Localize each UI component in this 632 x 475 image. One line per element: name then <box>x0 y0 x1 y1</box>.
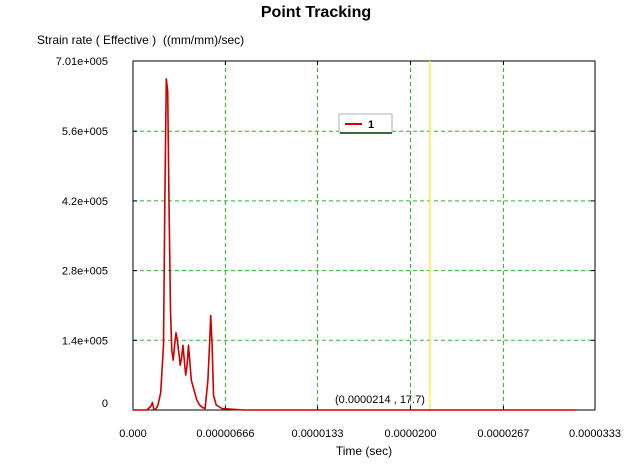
x-tick-labels: 0.000 0.00000666 0.0000133 0.0000200 0.00002… <box>119 428 621 440</box>
y-tick-label: 7.01e+005 <box>56 56 108 68</box>
plot-frame <box>132 60 596 411</box>
cursor-group[interactable]: (0.0000214 , 17.7) <box>335 61 431 410</box>
x-axis-label: Time (sec) <box>335 444 393 458</box>
series-group <box>133 78 577 411</box>
y-tick-label: 4.2e+005 <box>62 196 108 208</box>
y-axis-label: Strain rate ( Effective ) ((mm/mm)/sec) <box>37 33 245 47</box>
x-tick-label: 0.000 <box>119 428 147 440</box>
cursor-readout: (0.0000214 , 17.7) <box>335 394 425 406</box>
chart-title: Point Tracking <box>260 4 372 21</box>
y-tick-label: 1.4e+005 <box>62 335 108 347</box>
y-tick-label: 5.6e+005 <box>62 126 108 138</box>
series-line-1 <box>133 78 577 411</box>
x-tick-label: 0.0000200 <box>384 428 436 440</box>
y-tick-label: 0 <box>102 398 108 410</box>
legend[interactable]: 1 <box>338 113 393 134</box>
legend-entry-1: 1 <box>368 119 374 131</box>
y-tick-label: 2.8e+005 <box>62 266 108 278</box>
x-tick-label: 0.00000666 <box>196 428 254 440</box>
x-tick-label: 0.0000133 <box>292 428 344 440</box>
y-tick-labels: 0 1.4e+005 2.8e+005 4.2e+005 5.6e+005 7.01e+0… <box>56 56 108 410</box>
x-tick-label: 0.0000267 <box>477 428 529 440</box>
x-tick-label: 0.0000333 <box>569 428 621 440</box>
